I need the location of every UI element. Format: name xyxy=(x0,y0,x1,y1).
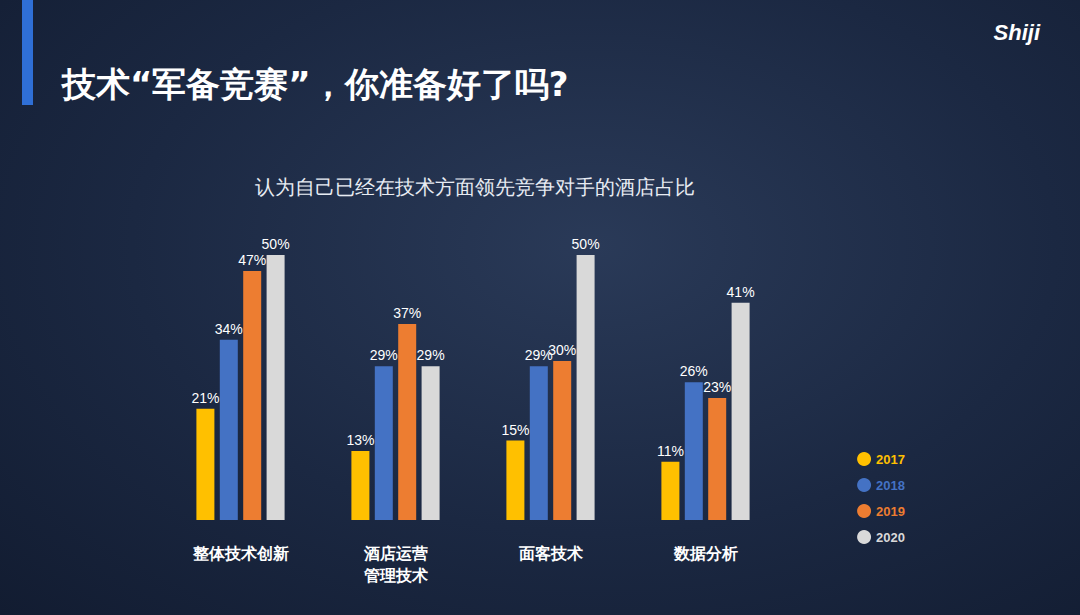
svg-text:30%: 30% xyxy=(548,342,576,358)
svg-text:2017: 2017 xyxy=(876,452,905,467)
svg-text:23%: 23% xyxy=(703,379,731,395)
svg-text:47%: 47% xyxy=(238,252,266,268)
html-text:技术“军备竞赛”，你准备好了吗?: 技术“军备竞赛”，你准备好了吗? xyxy=(62,64,569,104)
svg-text:15%: 15% xyxy=(501,422,529,438)
svg-text:管理技术: 管理技术 xyxy=(363,566,428,585)
html-text:Shiji: Shiji xyxy=(993,20,1040,45)
svg-text:29%: 29% xyxy=(370,347,398,363)
svg-text:37%: 37% xyxy=(393,305,421,321)
svg-text:21%: 21% xyxy=(191,390,219,406)
svg-text:2018: 2018 xyxy=(876,478,905,493)
svg-text:13%: 13% xyxy=(346,432,374,448)
svg-text:11%: 11% xyxy=(657,443,684,459)
svg-text:认为自己已经在技术方面领先竞争对手的酒店占比: 认为自己已经在技术方面领先竞争对手的酒店占比 xyxy=(255,175,695,199)
svg-text:整体技术创新: 整体技术创新 xyxy=(192,544,289,563)
svg-text:50%: 50% xyxy=(262,236,290,252)
svg-text:29%: 29% xyxy=(417,347,445,363)
svg-text:41%: 41% xyxy=(727,284,755,300)
svg-text:2019: 2019 xyxy=(876,504,905,519)
svg-text:酒店运营: 酒店运营 xyxy=(363,544,428,563)
svg-text:2020: 2020 xyxy=(876,530,905,545)
svg-text:数据分析: 数据分析 xyxy=(673,544,738,563)
svg-text:29%: 29% xyxy=(524,347,553,364)
svg-text:26%: 26% xyxy=(680,363,708,379)
svg-text:面客技术: 面客技术 xyxy=(518,544,583,563)
svg-text:50%: 50% xyxy=(572,236,600,252)
svg-text:34%: 34% xyxy=(215,321,243,337)
